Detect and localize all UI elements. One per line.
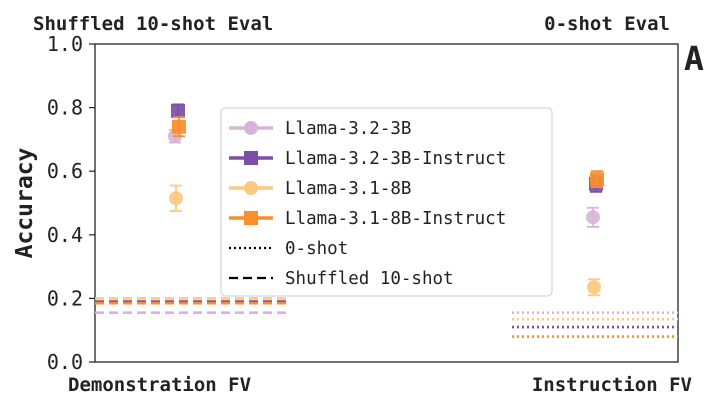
data-point (587, 280, 601, 295)
legend-label: Shuffled 10-shot (285, 269, 454, 289)
y-axis-label: Accuracy (12, 147, 38, 258)
y-tick-label: 1.0 (47, 32, 83, 56)
y-tick-label: 0.4 (47, 223, 83, 247)
legend-label: Llama-3.2-3B (285, 119, 411, 139)
plot-frame (94, 43, 679, 363)
data-point (169, 191, 183, 206)
legend-marker (244, 181, 258, 195)
legend-marker (244, 121, 258, 135)
data-point (590, 172, 604, 187)
data-point (171, 103, 185, 118)
column-title: 0-shot Eval (544, 13, 670, 35)
x-tick-label: Demonstration FV (68, 374, 251, 396)
y-tick-label: 0.6 (47, 159, 83, 183)
legend-label: Llama-3.2-3B-Instruct (285, 149, 506, 169)
x-tick-label: Instruction FV (532, 374, 692, 396)
y-tick-label: 0.2 (47, 286, 83, 310)
legend-marker (244, 211, 258, 225)
y-tick-label: 0.0 (47, 350, 83, 374)
legend-marker (244, 151, 258, 165)
data-point (586, 210, 600, 225)
legend-box (220, 107, 553, 297)
y-tick-label: 0.8 (47, 96, 83, 120)
legend-label: Llama-3.1-8B (285, 179, 411, 199)
data-point (172, 119, 186, 134)
panel-label: A (684, 39, 704, 78)
legend-label: Llama-3.1-8B-Instruct (285, 209, 506, 229)
legend-label: 0-shot (285, 239, 348, 259)
column-title: Shuffled 10-shot Eval (33, 13, 273, 35)
